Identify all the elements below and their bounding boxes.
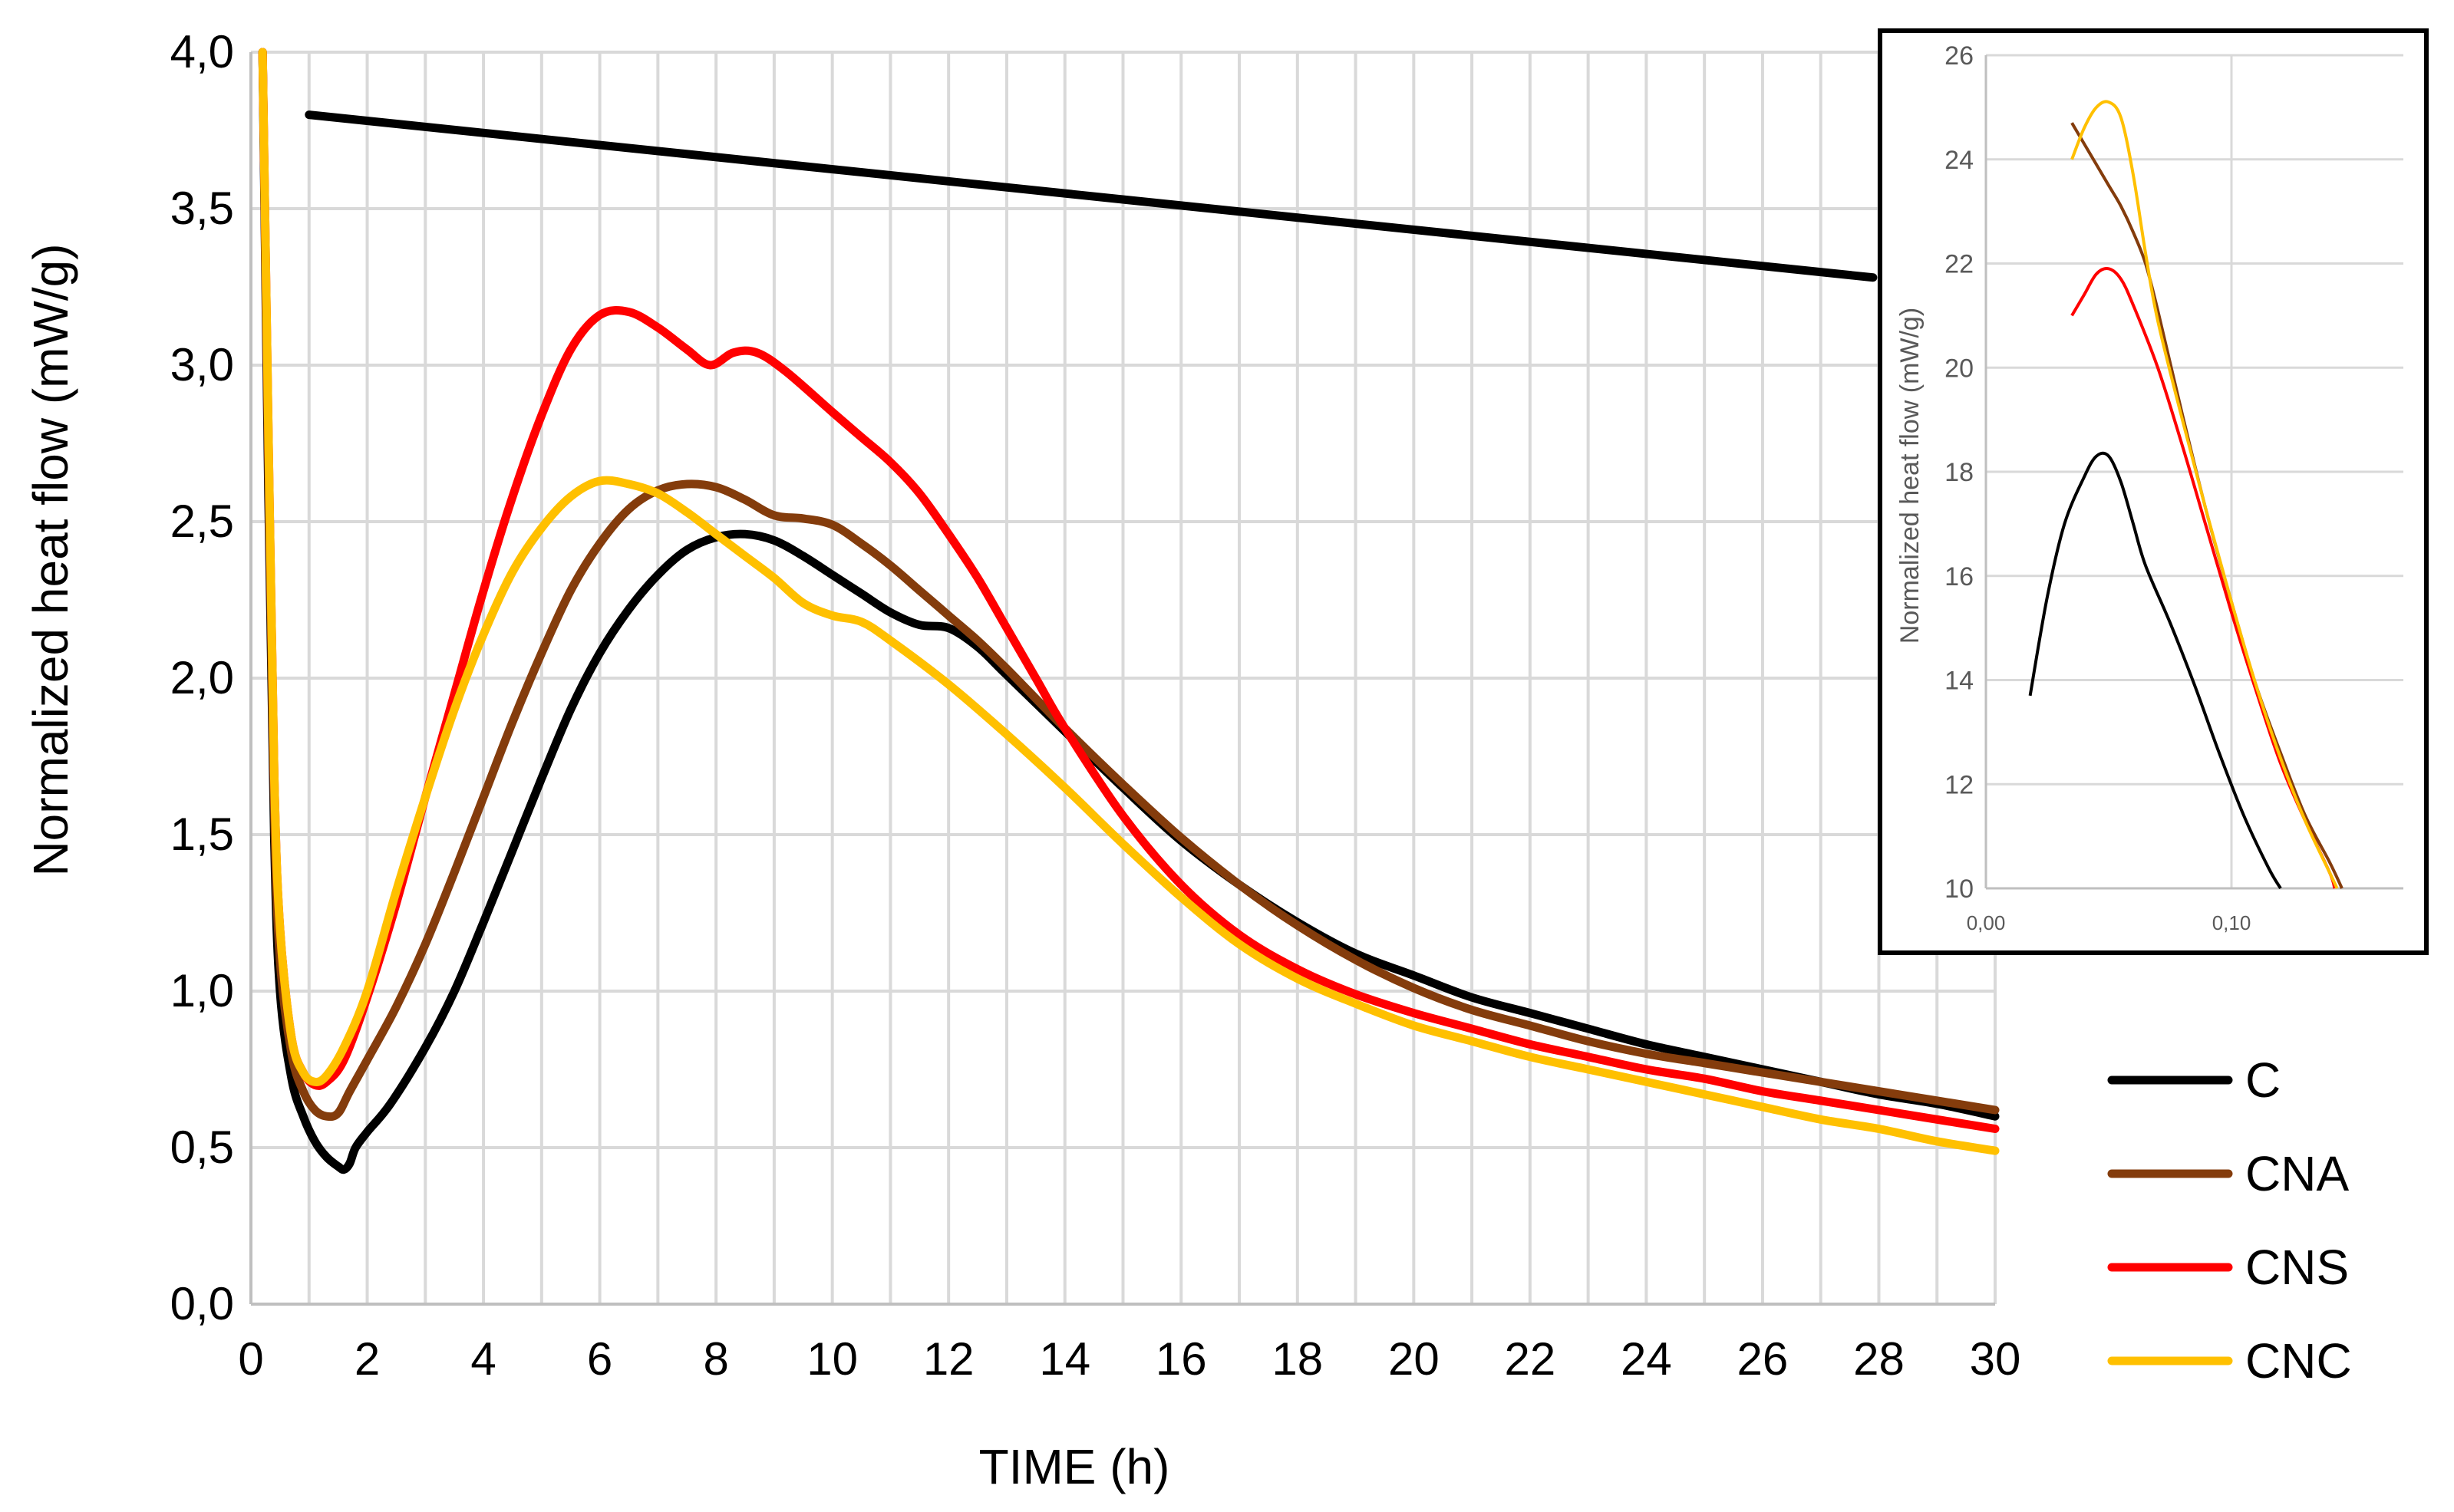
inset-series-line-cnc <box>2070 100 2339 889</box>
legend-label-cnc: CNC <box>2245 1333 2352 1388</box>
y-tick-label: 1,5 <box>170 809 234 860</box>
legend: C CNA CNS CNC <box>2107 1052 2352 1388</box>
y-axis-title: Normalized heat flow (mW/g) <box>23 243 78 876</box>
x-tick-label: 8 <box>703 1333 728 1385</box>
series-line-cnc <box>258 48 2000 1155</box>
main-x-tick-labels: 0 2 4 6 8 10 12 14 16 18 20 22 24 26 28 30 <box>238 1333 2020 1385</box>
inset-y-tick-label: 18 <box>1944 458 1974 487</box>
series-line-cns <box>258 48 2000 1133</box>
y-tick-label: 3,5 <box>170 183 234 234</box>
inset-y-tick-label: 22 <box>1944 250 1974 279</box>
x-axis-title: TIME (h) <box>979 1439 1170 1494</box>
x-tick-label: 26 <box>1737 1333 1789 1385</box>
x-tick-label: 22 <box>1504 1333 1555 1385</box>
inset-y-tick-label: 24 <box>1944 146 1974 175</box>
inset-frame <box>1878 28 2429 955</box>
y-tick-label: 2,0 <box>170 652 234 703</box>
inset-x-tick-labels: 0,00 0,10 <box>1967 911 2251 934</box>
y-tick-label: 0,0 <box>170 1278 234 1329</box>
x-tick-label: 18 <box>1272 1333 1323 1385</box>
legend-label-c: C <box>2245 1052 2281 1108</box>
main-gridlines <box>249 51 1997 1306</box>
legend-label-cns: CNS <box>2245 1240 2349 1295</box>
y-tick-label: 0,5 <box>170 1122 234 1173</box>
x-tick-label: 14 <box>1039 1333 1090 1385</box>
inset-y-tick-label: 16 <box>1944 562 1974 591</box>
x-tick-label: 24 <box>1621 1333 1672 1385</box>
inset-y-tick-label: 10 <box>1944 875 1974 904</box>
y-tick-label: 3,0 <box>170 339 234 390</box>
y-tick-label: 2,5 <box>170 496 234 547</box>
inset-y-tick-label: 20 <box>1944 354 1974 383</box>
main-series-lines <box>258 48 2000 1174</box>
x-tick-label: 10 <box>806 1333 858 1385</box>
x-tick-label: 30 <box>1970 1333 2021 1385</box>
x-tick-label: 20 <box>1388 1333 1440 1385</box>
x-tick-label: 12 <box>923 1333 975 1385</box>
inset-y-axis-title: Normalized heat flow (mW/g) <box>1895 308 1925 644</box>
series-line-cna <box>258 48 2000 1122</box>
inset-chart: 0,00 0,10 10 12 14 16 18 20 22 24 26 Normalized h… <box>1878 28 2429 955</box>
main-axes <box>249 52 1995 1306</box>
inset-series-lines <box>2028 100 2344 890</box>
inset-x-tick-label: 0,00 <box>1967 911 2006 934</box>
x-tick-label: 4 <box>470 1333 496 1385</box>
inset-y-tick-labels: 10 12 14 16 18 20 22 24 26 <box>1944 41 1974 904</box>
legend-label-cna: CNA <box>2245 1146 2349 1201</box>
inset-x-tick-label: 0,10 <box>2212 911 2251 934</box>
x-tick-label: 6 <box>587 1333 612 1385</box>
inset-y-tick-label: 14 <box>1944 667 1974 696</box>
series-line-c <box>258 48 2000 1174</box>
x-tick-label: 28 <box>1853 1333 1905 1385</box>
inset-series-line-c <box>2028 451 2282 890</box>
x-tick-label: 2 <box>355 1333 380 1385</box>
series-line-connector <box>305 110 1878 282</box>
inset-y-tick-label: 12 <box>1944 770 1974 799</box>
x-tick-label: 16 <box>1156 1333 1207 1385</box>
main-y-tick-labels: 0,0 0,5 1,0 1,5 2,0 2,5 3,0 3,5 4,0 <box>170 26 234 1329</box>
x-tick-label: 0 <box>238 1333 263 1385</box>
y-tick-label: 4,0 <box>170 26 234 77</box>
inset-y-tick-label: 26 <box>1944 41 1974 71</box>
y-tick-label: 1,0 <box>170 965 234 1016</box>
